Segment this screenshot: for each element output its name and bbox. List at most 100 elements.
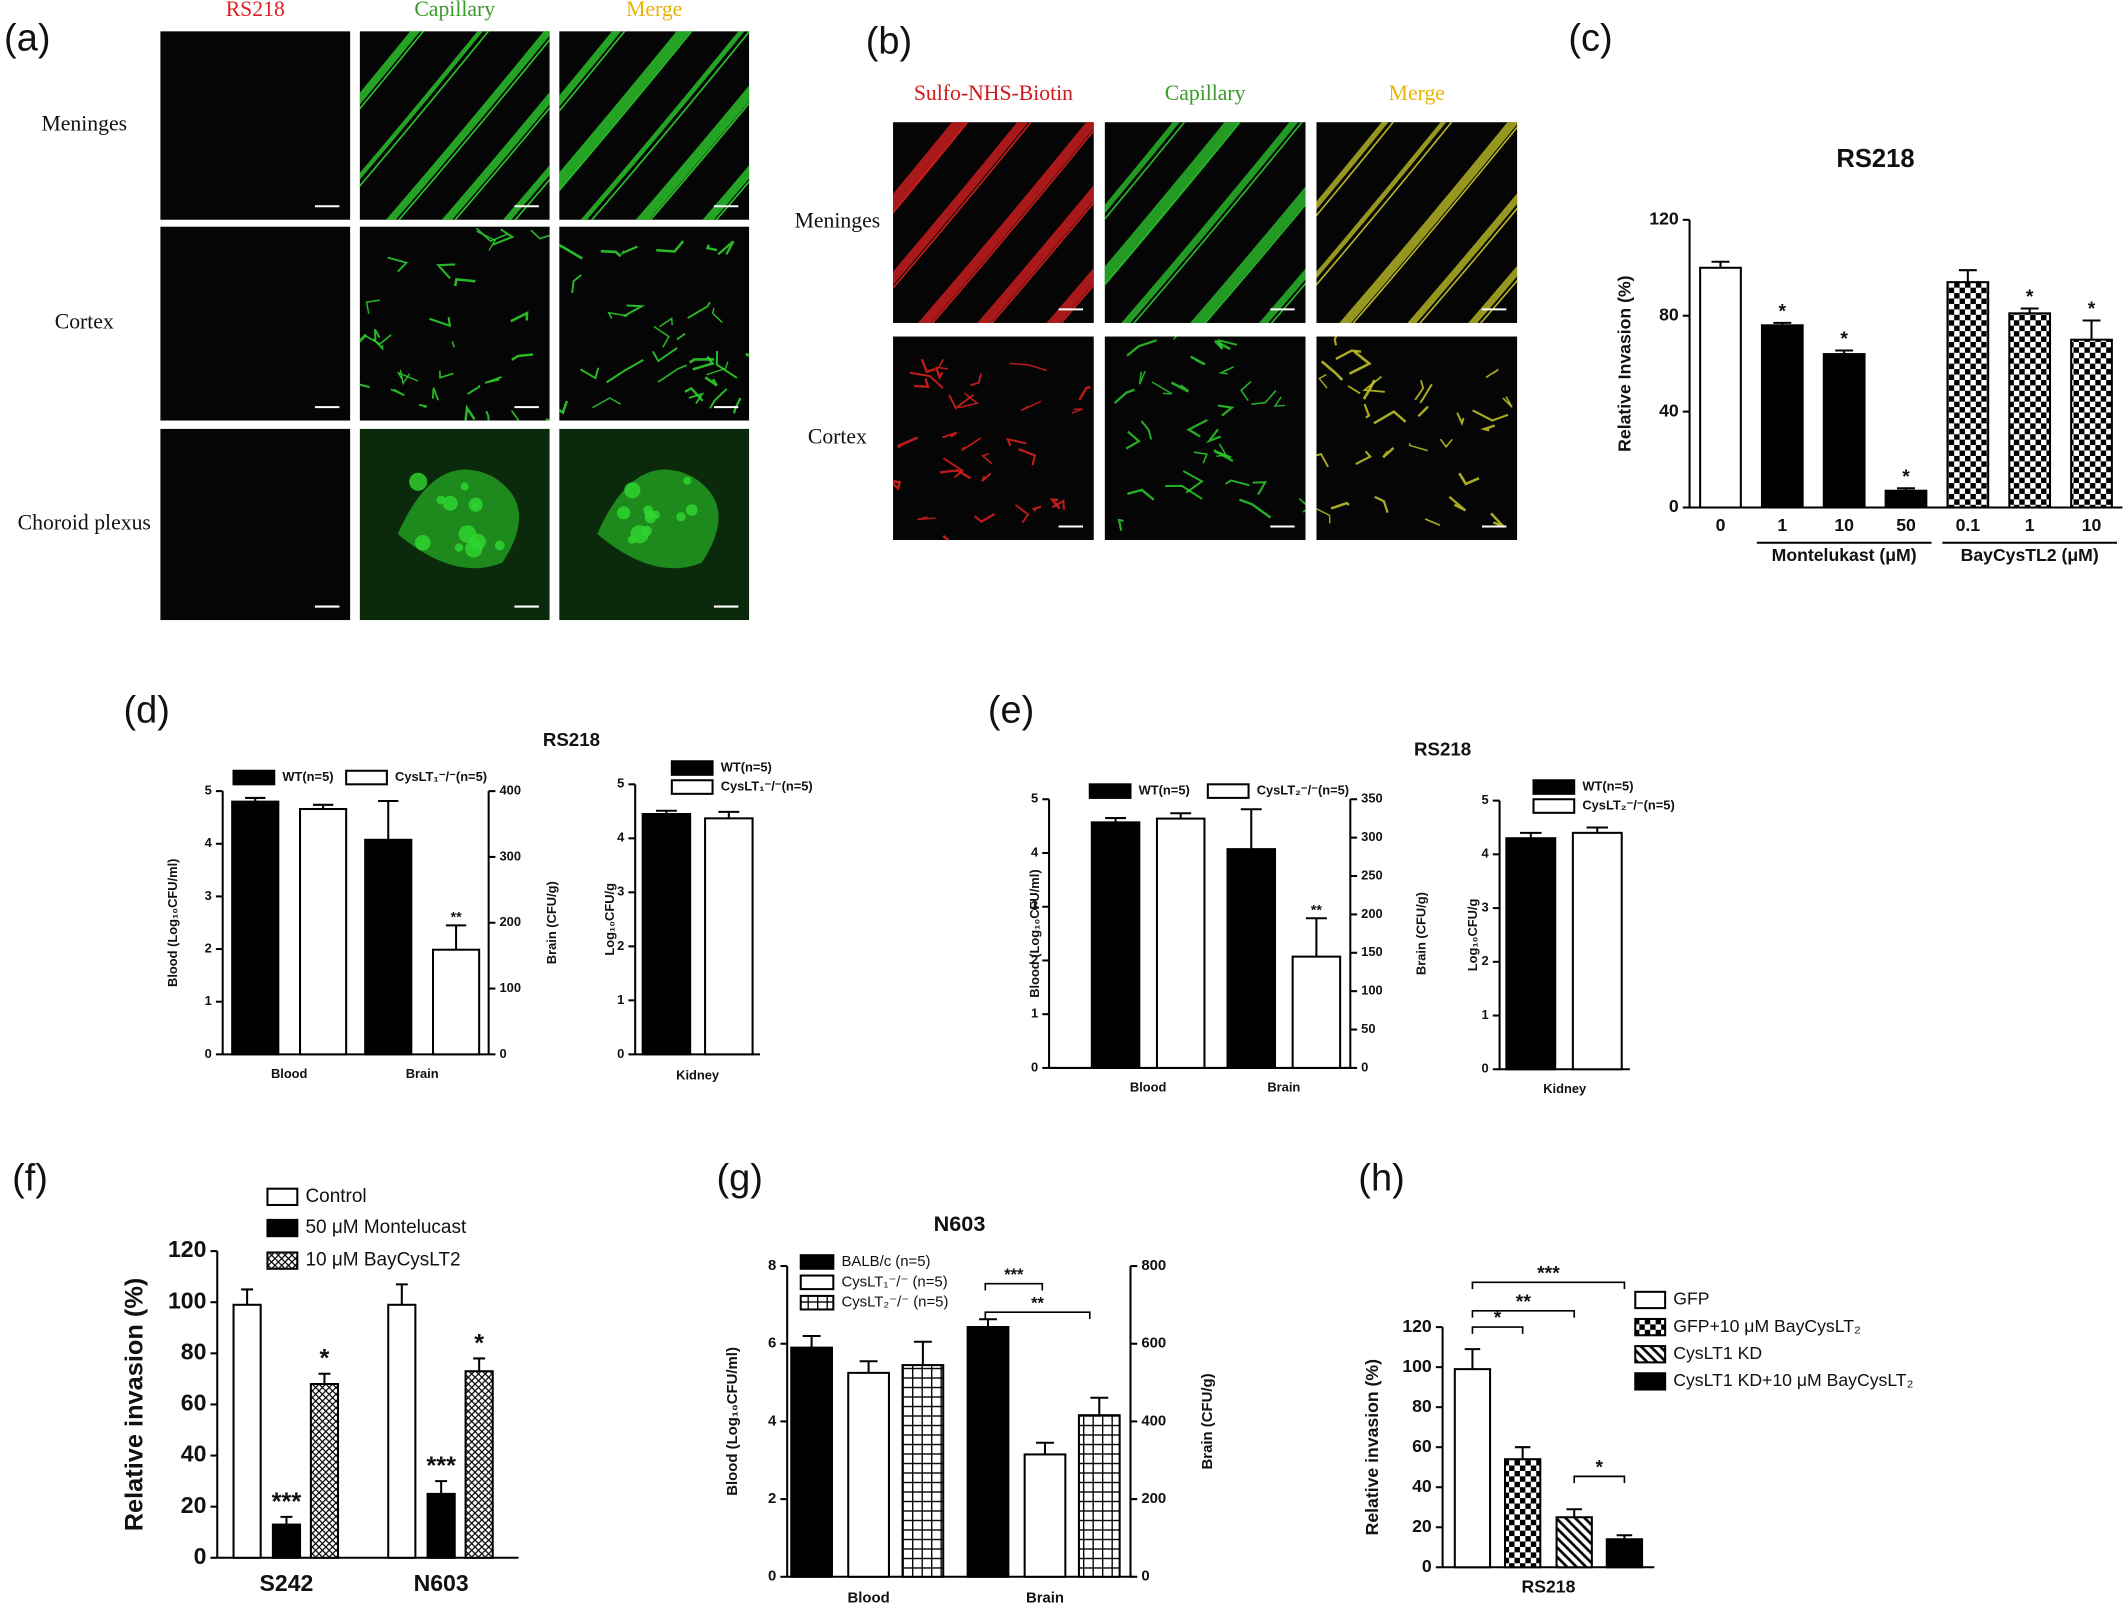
capillary (1170, 381, 1190, 393)
x-tick-label: Kidney (1543, 1081, 1587, 1096)
y-tick-label: 120 (1402, 1316, 1432, 1336)
legend-swatch (799, 1274, 835, 1291)
x-tick-label: 10 (2082, 515, 2102, 535)
capillary (1480, 424, 1496, 432)
legend-label: CysLT1 KD (1673, 1343, 1762, 1363)
y-axis-label: Relative invasion (%) (121, 1278, 149, 1532)
capillary (435, 263, 456, 279)
capillary (909, 371, 944, 390)
plexus-cell (494, 540, 505, 551)
significance-label: * (474, 1329, 484, 1357)
plexus-cell (414, 534, 431, 551)
column-label: Sulfo-NHS-Biotin (914, 81, 1073, 105)
significance-label: *** (272, 1488, 302, 1516)
capillary (453, 277, 476, 287)
bar (847, 1371, 890, 1578)
significance-label: * (320, 1345, 330, 1373)
y2-tick-label: 200 (1141, 1490, 1166, 1507)
capillary (1214, 450, 1232, 459)
y2-tick-label: 0 (1141, 1568, 1149, 1585)
y-tick-label: 0 (194, 1543, 207, 1569)
capillary (1140, 420, 1153, 440)
bar (704, 817, 754, 1056)
capillary (1408, 443, 1428, 452)
capillary (464, 404, 476, 421)
y-tick-label: 2 (768, 1490, 776, 1507)
y-tick-label: 5 (1482, 792, 1489, 807)
panel-label: (g) (716, 1158, 762, 1200)
x-tick-label: RS218 (1521, 1576, 1575, 1596)
capillary (484, 376, 502, 384)
vessel (1121, 122, 1299, 323)
bar (1884, 489, 1928, 509)
capillary (1190, 355, 1206, 366)
legend-label: 50 μM Montelucast (305, 1217, 466, 1238)
y-tick-label: 60 (1412, 1436, 1432, 1456)
capillary (687, 301, 711, 319)
capillary (1335, 349, 1362, 361)
legend-label: WT(n=5) (1582, 778, 1633, 793)
capillary (688, 392, 705, 404)
vessel (893, 122, 968, 213)
capillary (418, 403, 428, 408)
x-tick-label: 0 (1716, 515, 1726, 535)
micrograph (359, 31, 550, 220)
plexus-cell (458, 525, 477, 543)
vessel (990, 201, 1094, 323)
error-bar (655, 809, 677, 815)
vessel (1316, 122, 1389, 210)
vessel (1104, 122, 1186, 221)
capillary (1205, 428, 1222, 444)
capillary (619, 245, 638, 256)
vessel (453, 106, 550, 220)
error-bar (1090, 1396, 1109, 1416)
plexus-cell (460, 482, 469, 491)
capillary (1485, 368, 1499, 379)
capillary (1448, 496, 1467, 512)
capillary (1439, 438, 1453, 449)
plexus-cell (676, 512, 686, 522)
column-label: RS218 (226, 0, 285, 21)
legend-label: CysLT₂⁻/⁻(n=5) (1257, 783, 1349, 798)
capillary (438, 370, 454, 379)
y2-tick-label: 0 (500, 1046, 507, 1061)
vessel (359, 31, 425, 110)
micrograph (1104, 336, 1306, 541)
capillary (942, 431, 958, 439)
bar (426, 1492, 456, 1559)
vessel (580, 31, 745, 220)
x-tick-label: Blood (847, 1589, 889, 1606)
bar (271, 1523, 302, 1559)
y-tick-label: 1 (1482, 1007, 1489, 1022)
capillary (1018, 448, 1037, 466)
vessel (931, 129, 1094, 323)
bracket-label: *** (1537, 1262, 1560, 1284)
capillary (651, 347, 678, 363)
capillary (1218, 366, 1234, 375)
vessel (1339, 122, 1518, 323)
capillary (1472, 409, 1509, 422)
error-bar (395, 1283, 408, 1305)
error-bar (979, 1318, 997, 1328)
capillary (396, 371, 419, 382)
y-tick-label: 8 (768, 1257, 776, 1274)
y-tick-label: 0 (205, 1046, 212, 1061)
capillary (704, 376, 718, 387)
y2-tick-label: 50 (1361, 1021, 1375, 1036)
error-bar (280, 1515, 293, 1525)
x-tick-label: 0.1 (1956, 515, 1981, 535)
y-tick-label: 80 (181, 1338, 207, 1364)
column-label: Capillary (414, 0, 495, 21)
legend-label: BALB/c (n=5) (841, 1253, 930, 1270)
micrograph (1104, 122, 1306, 323)
legend-swatch (345, 769, 388, 786)
error-bar (1616, 1534, 1633, 1540)
capillary (1138, 370, 1146, 385)
capillary (1071, 408, 1083, 414)
x-tick-label: N603 (414, 1570, 469, 1596)
bar (1571, 831, 1623, 1071)
row-label: Choroid plexus (18, 510, 151, 534)
bracket (1471, 1281, 1626, 1290)
bar (1023, 1453, 1067, 1578)
legend-swatch (266, 1218, 299, 1238)
